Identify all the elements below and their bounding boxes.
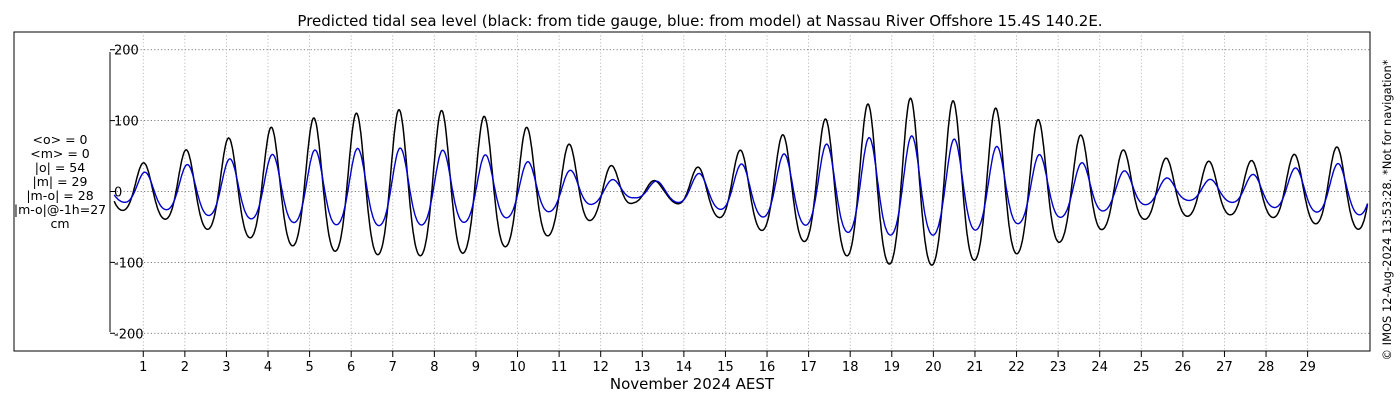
- outer-frame: [13, 31, 1371, 352]
- x-tick-label: 5: [305, 360, 313, 375]
- stat-abs-diff-lag: |m-o|@-1h=27: [13, 202, 107, 217]
- stats-panel: <o> = 0 <m> = 0 |o| = 54 |m| = 29 |m-o| …: [4, 133, 116, 231]
- stat-abs-diff: |m-o| = 28: [26, 188, 94, 203]
- stat-mean-obs: <o> = 0: [32, 132, 88, 147]
- x-tick-label: 6: [347, 360, 355, 375]
- grid: [110, 32, 1370, 351]
- x-tick-label: 12: [592, 360, 609, 375]
- stat-abs-model: |m| = 29: [32, 174, 88, 189]
- x-tick-label: 18: [842, 360, 859, 375]
- x-tick-label: 23: [1050, 360, 1067, 375]
- x-tick-label: 15: [717, 360, 734, 375]
- series-model-line: [113, 135, 1369, 236]
- x-tick-label: 19: [884, 360, 901, 375]
- x-tick-label: 14: [676, 360, 693, 375]
- stat-abs-obs: |o| = 54: [34, 160, 86, 175]
- y-tick-label: -100: [114, 256, 144, 271]
- y-tick-label: 0: [114, 186, 122, 201]
- x-tick-label: 17: [800, 360, 817, 375]
- x-tick-label: 24: [1091, 360, 1108, 375]
- y-axis: -200 -100 0 100 200: [110, 44, 144, 342]
- x-tick-label: 1: [139, 360, 147, 375]
- x-tick-label: 21: [967, 360, 984, 375]
- stat-unit: cm: [50, 216, 70, 231]
- y-tick-label: 100: [114, 115, 139, 130]
- x-tick-label: 29: [1299, 360, 1316, 375]
- x-tick-label: 7: [389, 360, 397, 375]
- x-tick-label: 11: [551, 360, 568, 375]
- x-tick-label: 8: [430, 360, 438, 375]
- x-tick-label: 20: [925, 360, 942, 375]
- x-axis: 1 2 3 4 5 6 7 8 9 10 11 12 13 14 15 16 17 18 19 20 21 22 23 24 2…: [139, 351, 1316, 375]
- y-tick-label: 200: [114, 44, 139, 59]
- x-tick-label: 22: [1008, 360, 1025, 375]
- x-tick-label: 13: [634, 360, 651, 375]
- series-lines: [113, 97, 1369, 266]
- x-tick-label: 16: [759, 360, 776, 375]
- x-tick-label: 9: [472, 360, 480, 375]
- x-tick-label: 10: [509, 360, 526, 375]
- x-tick-label: 3: [222, 360, 230, 375]
- x-axis-label: November 2024 AEST: [610, 375, 775, 393]
- copyright-note: © IMOS 12-Aug-2024 13:53:28. *Not for na…: [1380, 59, 1394, 360]
- x-tick-label: 28: [1258, 360, 1275, 375]
- x-tick-label: 2: [181, 360, 189, 375]
- x-tick-label: 27: [1216, 360, 1233, 375]
- chart-title: Predicted tidal sea level (black: from t…: [297, 12, 1102, 30]
- series-tide-gauge-line: [113, 97, 1369, 266]
- x-tick-label: 25: [1133, 360, 1150, 375]
- y-tick-label: -200: [114, 327, 144, 342]
- x-tick-label: 26: [1175, 360, 1192, 375]
- stat-mean-model: <m> = 0: [30, 146, 90, 161]
- x-tick-label: 4: [264, 360, 272, 375]
